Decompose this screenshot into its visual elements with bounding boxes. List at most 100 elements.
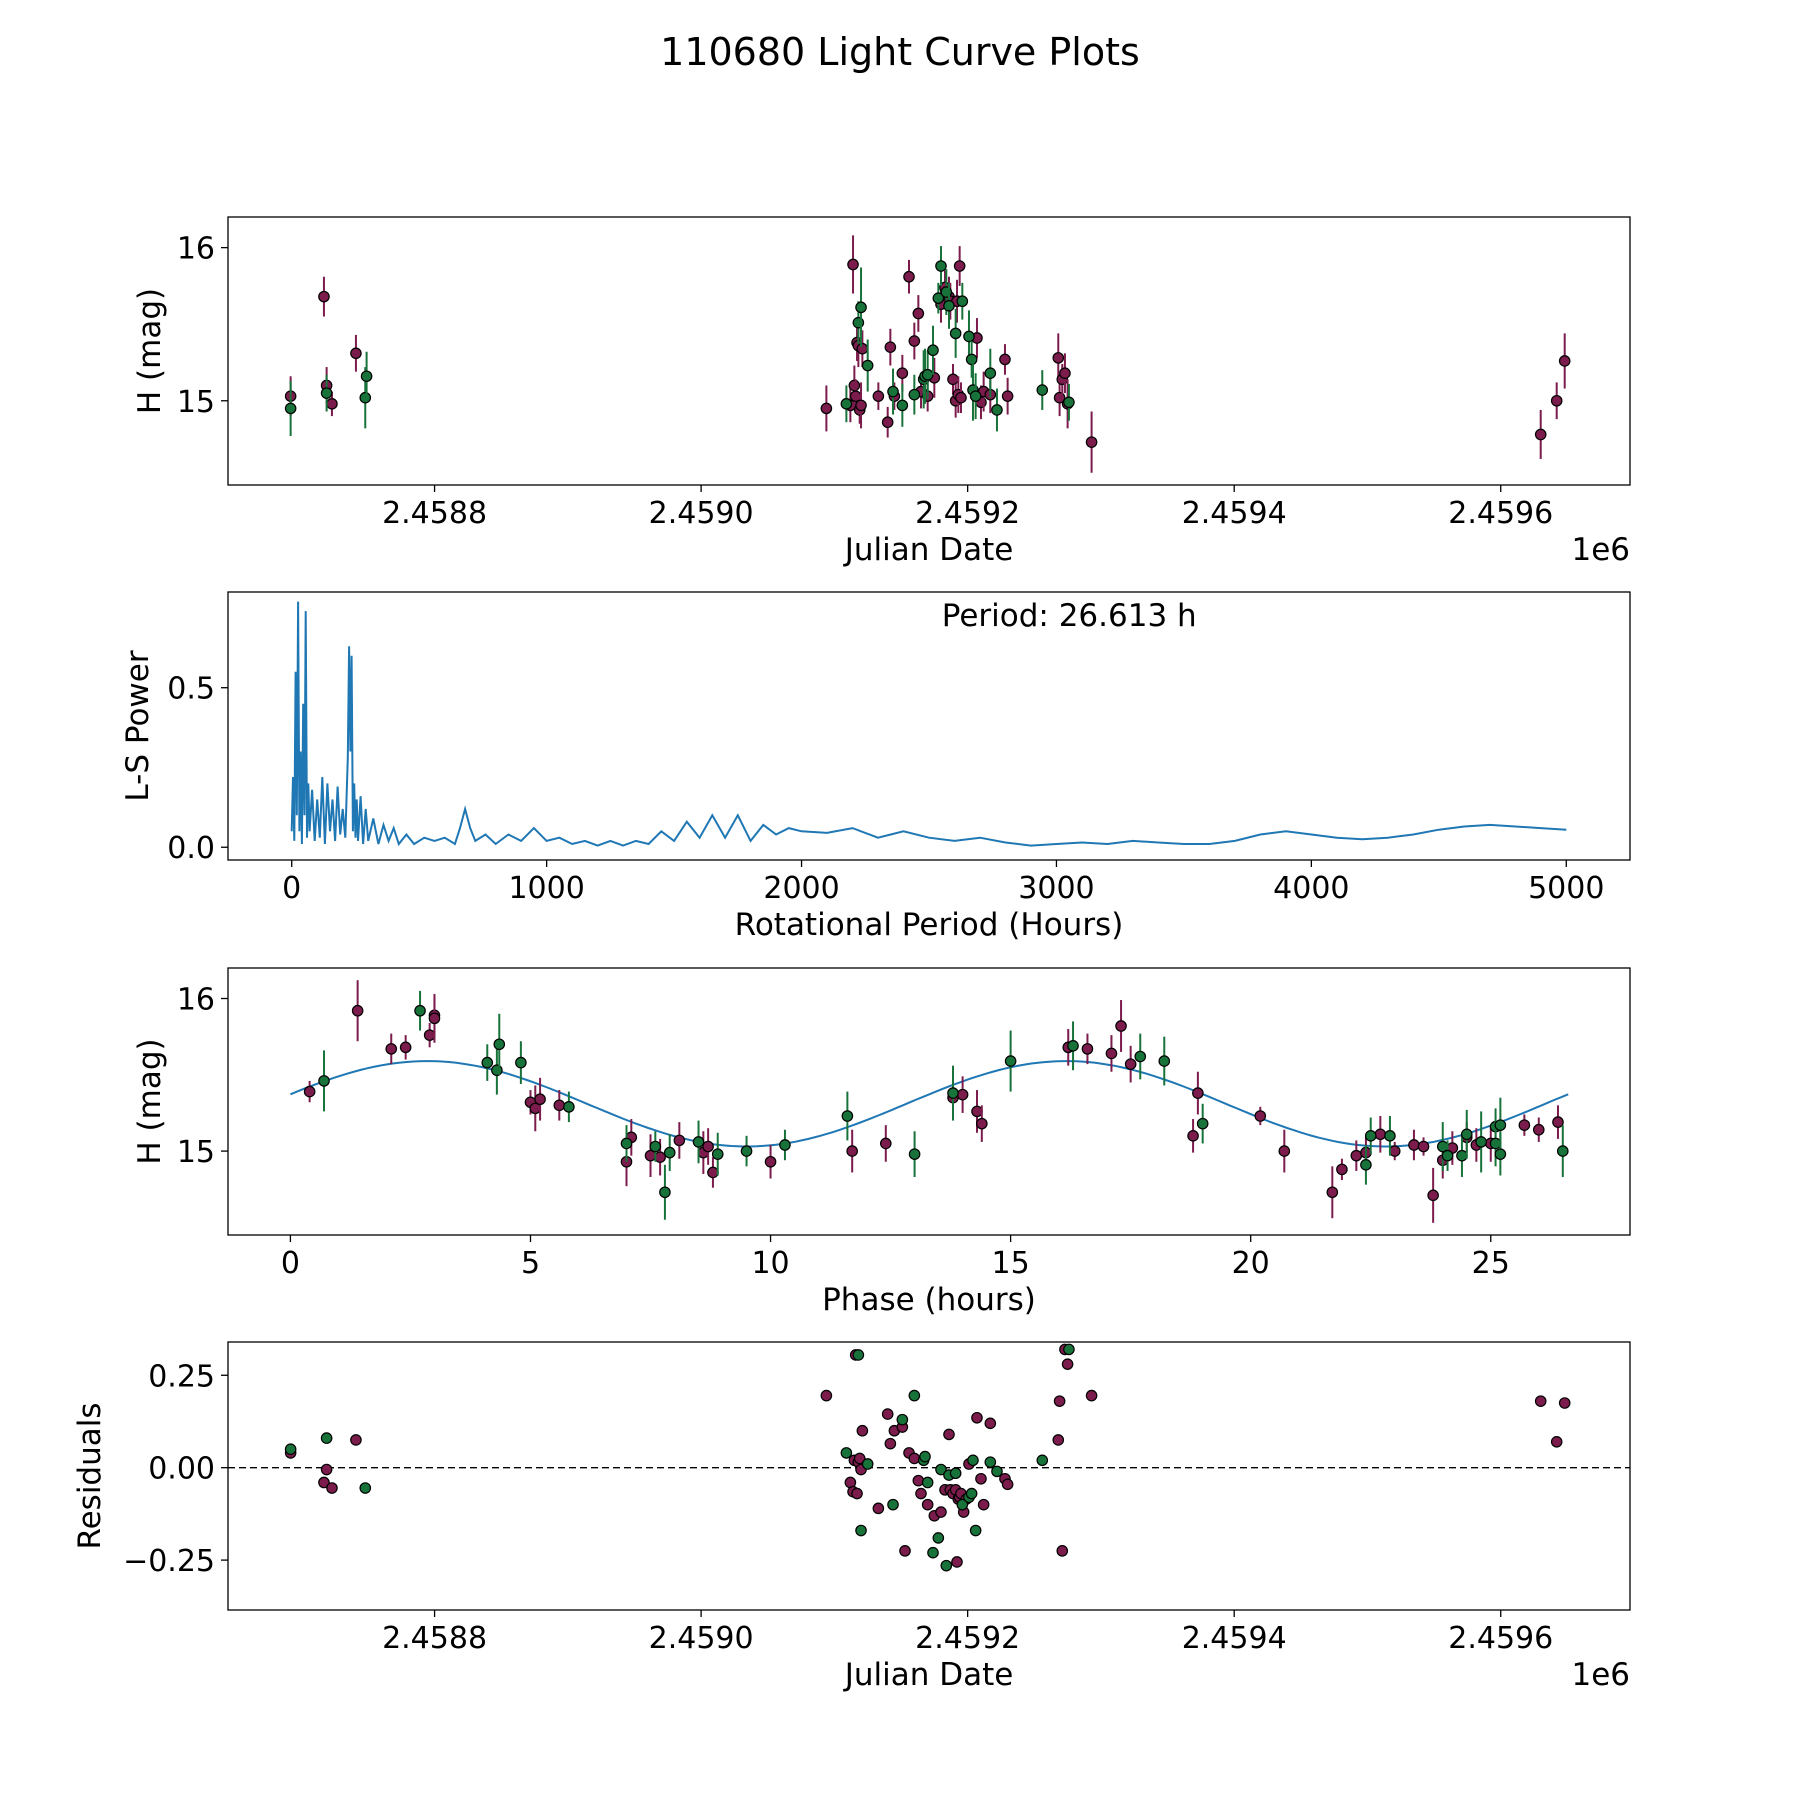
data-point [971,1411,983,1424]
data-point [399,1041,412,1054]
data-point [1475,1136,1487,1148]
x-tick-label: 2.4594 [1182,1621,1287,1656]
data-point [935,1506,947,1518]
data-point [1534,428,1547,441]
data-point [852,1349,865,1361]
data-point [1489,1137,1502,1150]
data-point [949,327,962,340]
figure-title: 110680 Light Curve Plots [660,30,1140,74]
data-point [1441,1149,1454,1162]
y-tick-label: 0.0 [167,831,215,866]
y-tick-label: 0.00 [148,1452,215,1487]
data-point [1388,1145,1401,1157]
data-point [947,1087,959,1099]
x-tick-label: 2.4588 [382,496,487,531]
data-point [359,391,372,404]
data-point [879,1137,892,1150]
data-point [984,367,997,380]
data-point [1061,1358,1074,1370]
data-point [921,1498,934,1511]
data-point [1105,1047,1118,1060]
data-point [919,1450,931,1463]
data-point [856,342,869,355]
data-point [284,1443,297,1455]
data-point [1556,1145,1569,1157]
data-point [841,1110,854,1122]
data-point [884,341,897,353]
data-point [1085,436,1098,448]
x-tick-label: 2.4590 [649,496,754,531]
data-point [921,1476,934,1489]
data-point [702,1140,714,1153]
data-point [851,1487,863,1500]
x-tick-label: 4000 [1273,871,1349,906]
data-point [1350,1149,1363,1162]
data-point [903,270,915,283]
data-point [360,370,373,383]
data-point [940,1559,953,1572]
data-point [654,1151,666,1163]
data-point [932,292,945,304]
data-point [1196,1117,1209,1130]
x-tick-label: 2.4596 [1448,1621,1553,1656]
axes-frame [227,967,1631,1236]
data-point [320,1463,333,1476]
data-point [1364,1130,1377,1142]
data-point [673,1134,686,1147]
data-point [855,1524,867,1537]
data-point [1558,355,1571,367]
data-point [1036,384,1049,396]
x-axis-label: Rotational Period (Hours) [735,907,1124,943]
data-point [318,1476,330,1489]
data-point [318,290,330,303]
data-point [896,367,909,380]
data-point [1408,1139,1420,1151]
period-annotation: Period: 26.613 h [942,598,1197,634]
x-axis-label: Phase (hours) [822,1282,1036,1318]
y-tick-label: 0.5 [167,672,215,707]
data-point [1550,1436,1563,1448]
data-point [953,260,966,272]
data-point [969,390,982,402]
x-tick-label: 25 [1472,1246,1510,1281]
x-tick-label: 5000 [1528,871,1604,906]
data-point [847,258,859,271]
data-point [991,404,1003,416]
data-point [984,1456,997,1468]
data-point [1085,1389,1098,1402]
data-point [779,1139,791,1151]
data-point [820,1389,833,1402]
data-point [935,260,947,272]
data-point [764,1155,777,1168]
data-point [493,1038,506,1051]
periodogram-panel: 0 1000 2000 3000 4000 5000 0.0 0.5 Rotational Pe… [120,591,1631,943]
data-point [711,1148,724,1160]
data-point [840,1447,853,1459]
data-point [1384,1130,1396,1142]
data-point [1001,1478,1014,1491]
data-point [1374,1128,1387,1141]
x-offset-label: 1e6 [1571,1657,1630,1693]
data-point [912,307,925,320]
data-point [999,353,1011,366]
data-point [326,398,338,410]
data-point [1081,1043,1094,1055]
x-axis-label: Julian Date [843,532,1014,568]
x-tick-label: 20 [1232,1246,1270,1281]
data-point [320,1432,333,1444]
data-point [912,1474,925,1487]
data-point [977,1498,990,1511]
data-point [515,1056,527,1069]
data-point [927,344,939,357]
data-point [1004,1055,1017,1067]
data-point [932,1532,945,1544]
data-point [1063,1343,1075,1356]
data-point [963,330,975,343]
data-point [1534,1395,1547,1407]
data-point [956,295,969,308]
data-point [563,1101,575,1113]
data-point [1059,367,1071,380]
data-point [1036,1454,1049,1467]
phased-lightcurve-panel: 0 5 10 15 20 25 15 16 Phase (hours) H (mag) [132,967,1631,1318]
